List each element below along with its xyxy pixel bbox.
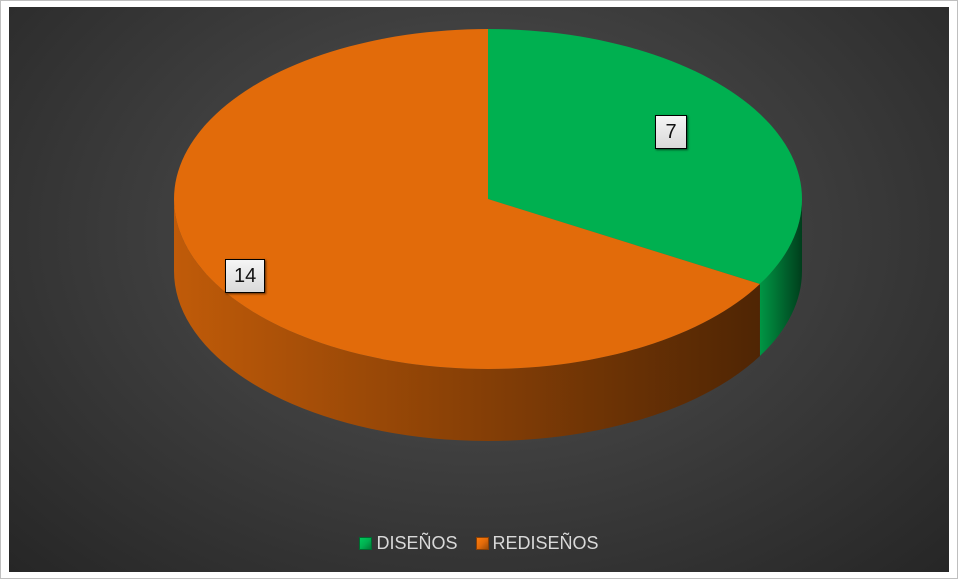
legend-swatch-redisenos xyxy=(475,537,489,550)
data-label-redisenos: 14 xyxy=(225,259,266,293)
pie-side-1 xyxy=(174,199,760,442)
pie-slice-0[interactable] xyxy=(488,29,803,284)
legend: DISEÑOS REDISEÑOS xyxy=(9,533,949,554)
pie-side-0 xyxy=(759,199,802,356)
pie-slice-1[interactable] xyxy=(174,29,760,369)
legend-item-disenos: DISEÑOS xyxy=(359,533,458,554)
data-label-disenos: 7 xyxy=(655,115,687,149)
pie-chart xyxy=(174,29,803,442)
legend-label-redisenos: REDISEÑOS xyxy=(492,533,599,553)
plot-area: 7 14 DISEÑOS REDISEÑOS xyxy=(9,7,949,572)
legend-swatch-disenos xyxy=(359,537,373,550)
legend-item-redisenos: REDISEÑOS xyxy=(475,533,599,554)
legend-label-disenos: DISEÑOS xyxy=(376,533,458,553)
